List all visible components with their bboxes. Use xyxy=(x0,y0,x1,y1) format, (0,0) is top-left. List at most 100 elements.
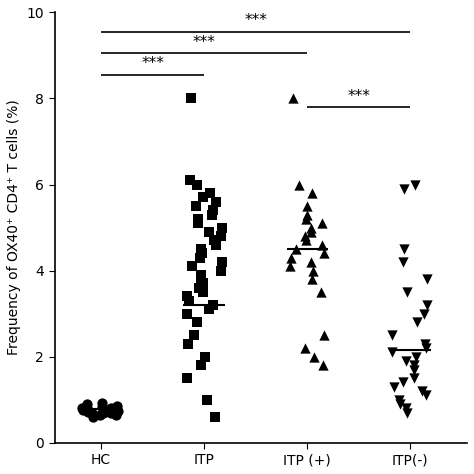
Point xyxy=(190,331,198,339)
Point xyxy=(185,297,192,304)
Point xyxy=(183,374,191,382)
Point xyxy=(114,408,122,415)
Point xyxy=(99,403,106,411)
Point xyxy=(423,301,431,309)
Point xyxy=(199,280,207,287)
Point xyxy=(309,189,316,197)
Text: ***: *** xyxy=(192,35,216,50)
Point xyxy=(97,411,104,419)
Point xyxy=(395,396,403,403)
Text: ***: *** xyxy=(347,89,370,104)
Point xyxy=(400,185,408,192)
Point xyxy=(396,400,403,408)
Point xyxy=(106,405,114,413)
Point xyxy=(107,410,115,417)
Point xyxy=(410,366,418,374)
Point xyxy=(286,263,293,270)
Point xyxy=(420,310,428,318)
Point xyxy=(400,245,408,253)
Point xyxy=(219,258,226,266)
Point xyxy=(197,271,205,279)
Point xyxy=(320,250,328,257)
Point xyxy=(199,194,207,201)
Point xyxy=(388,331,396,339)
Point xyxy=(413,319,421,326)
Point xyxy=(289,95,297,102)
Point xyxy=(199,288,207,296)
Point xyxy=(210,237,218,244)
Point xyxy=(201,353,209,360)
Point xyxy=(209,207,217,214)
Point xyxy=(84,407,92,414)
Point xyxy=(303,202,311,210)
Point xyxy=(402,404,410,412)
Point xyxy=(183,310,191,318)
Point xyxy=(212,241,220,248)
Point xyxy=(101,408,109,415)
Point xyxy=(198,275,205,283)
Point xyxy=(403,409,410,416)
Point xyxy=(112,409,119,416)
Point xyxy=(320,331,328,339)
Point xyxy=(412,353,419,360)
Point xyxy=(317,288,325,296)
Point xyxy=(80,404,87,412)
Point xyxy=(79,407,87,414)
Point xyxy=(184,340,191,347)
Text: ***: *** xyxy=(141,56,164,72)
Point xyxy=(197,245,204,253)
Point xyxy=(400,379,407,386)
Point xyxy=(193,181,201,188)
Point xyxy=(304,211,311,219)
Point xyxy=(192,202,200,210)
Point xyxy=(209,301,217,309)
Point xyxy=(301,344,309,352)
Point xyxy=(110,407,118,414)
Point xyxy=(197,254,204,262)
Point xyxy=(310,353,317,360)
Point xyxy=(211,413,219,420)
Point xyxy=(205,228,212,236)
Point xyxy=(421,340,429,347)
Point xyxy=(411,181,419,188)
Text: ***: *** xyxy=(244,13,267,28)
Point xyxy=(319,361,327,369)
Point xyxy=(301,232,309,240)
Y-axis label: Frequency of OX40⁺ CD4⁺ T cells (%): Frequency of OX40⁺ CD4⁺ T cells (%) xyxy=(7,100,21,356)
Point xyxy=(422,344,430,352)
Point xyxy=(196,284,203,292)
Point xyxy=(197,361,205,369)
Point xyxy=(307,228,315,236)
Point xyxy=(391,383,398,391)
Point xyxy=(292,245,300,253)
Point xyxy=(307,224,315,231)
Point xyxy=(318,219,326,227)
Point xyxy=(218,224,226,231)
Point xyxy=(199,250,206,257)
Point xyxy=(193,319,201,326)
Point xyxy=(288,254,295,262)
Point xyxy=(114,402,121,410)
Point xyxy=(79,404,86,412)
Point xyxy=(203,396,210,403)
Point xyxy=(99,409,107,416)
Point xyxy=(403,288,410,296)
Point xyxy=(84,400,91,408)
Point xyxy=(422,392,429,399)
Point xyxy=(410,374,418,382)
Point xyxy=(208,211,215,219)
Point xyxy=(88,410,96,417)
Point xyxy=(399,258,406,266)
Point xyxy=(113,411,120,419)
Point xyxy=(388,348,396,356)
Point xyxy=(218,267,225,274)
Point xyxy=(410,361,418,369)
Point xyxy=(89,413,97,420)
Point xyxy=(295,181,303,188)
Point xyxy=(205,305,213,313)
Point xyxy=(402,357,410,365)
Point xyxy=(212,198,219,206)
Point xyxy=(84,408,92,415)
Point xyxy=(194,219,202,227)
Point xyxy=(107,404,115,412)
